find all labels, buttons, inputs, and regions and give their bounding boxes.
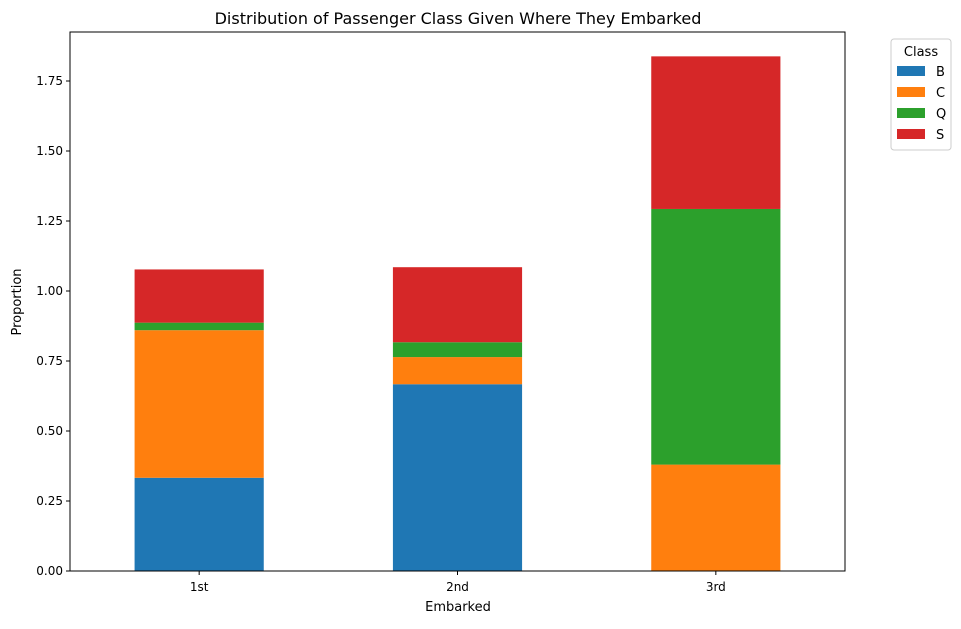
legend-swatch-B bbox=[897, 66, 925, 76]
y-tick-label: 1.00 bbox=[36, 284, 63, 298]
y-tick-label: 0.75 bbox=[36, 354, 63, 368]
bar-2nd-S bbox=[392, 267, 523, 343]
legend-label-B: B bbox=[936, 65, 945, 80]
y-tick-label: 0.25 bbox=[36, 494, 63, 508]
legend-label-C: C bbox=[936, 86, 945, 101]
x-axis-label: Embarked bbox=[425, 600, 491, 615]
bar-1st-B bbox=[134, 477, 264, 571]
x-tick-label: 1st bbox=[190, 580, 209, 594]
x-tick-label: 2nd bbox=[446, 580, 469, 594]
y-tick-label: 1.25 bbox=[36, 214, 63, 228]
legend-swatch-Q bbox=[897, 108, 925, 118]
bar-3rd-S bbox=[651, 56, 781, 209]
x-axis: 1st 2nd 3rd bbox=[190, 571, 726, 594]
legend-swatch-C bbox=[897, 87, 925, 97]
bar-2nd-B bbox=[392, 384, 523, 571]
legend-swatch-S bbox=[897, 129, 925, 139]
bar-2nd-C bbox=[392, 357, 523, 385]
x-tick-label: 3rd bbox=[706, 580, 726, 594]
bar-3rd-Q bbox=[651, 208, 781, 465]
y-tick-label: 1.50 bbox=[36, 144, 63, 158]
legend-label-Q: Q bbox=[936, 107, 946, 122]
y-axis: 0.00 0.25 0.50 0.75 1.00 1.25 1.50 1.75 bbox=[36, 74, 70, 578]
y-tick-label: 1.75 bbox=[36, 74, 63, 88]
legend-label-S: S bbox=[936, 128, 944, 143]
bar-2nd-Q bbox=[392, 342, 523, 358]
chart-title: Distribution of Passenger Class Given Wh… bbox=[215, 9, 702, 28]
y-tick-label: 0.00 bbox=[36, 564, 63, 578]
bar-1st-S bbox=[134, 269, 264, 323]
bar-3rd-C bbox=[651, 464, 781, 571]
bar-1st-Q bbox=[134, 322, 264, 331]
y-axis-label: Proportion bbox=[10, 268, 25, 335]
y-tick-label: 0.50 bbox=[36, 424, 63, 438]
bar-1st-C bbox=[134, 330, 264, 478]
bars-group bbox=[134, 56, 781, 571]
legend-title: Class bbox=[904, 45, 938, 60]
